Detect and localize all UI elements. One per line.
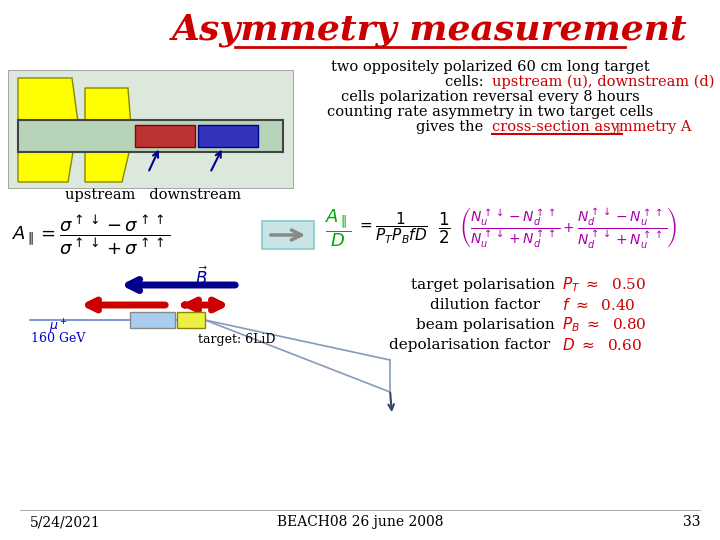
Text: upstream (u), downstream (d): upstream (u), downstream (d): [492, 75, 714, 89]
Text: $\dfrac{A_{\parallel}}{D}$: $\dfrac{A_{\parallel}}{D}$: [325, 207, 352, 249]
Text: Asymmetry measurement: Asymmetry measurement: [172, 13, 688, 47]
Bar: [135, 125, 195, 147]
Text: $A_{\parallel} = \dfrac{\sigma^{\uparrow\downarrow} - \sigma^{\uparrow\uparrow}}: $A_{\parallel} = \dfrac{\sigma^{\uparrow…: [12, 213, 171, 256]
Text: dilution factor: dilution factor: [431, 298, 560, 312]
Polygon shape: [85, 88, 132, 182]
Text: target polarisation: target polarisation: [411, 278, 560, 292]
Text: 160 GeV: 160 GeV: [31, 332, 85, 345]
Text: $= \dfrac{1}{P_T P_B f D}$: $= \dfrac{1}{P_T P_B f D}$: [357, 210, 428, 246]
Bar: [18, 120, 283, 152]
Text: beam polarisation: beam polarisation: [416, 318, 560, 332]
Text: target: 6LiD: target: 6LiD: [198, 334, 276, 347]
Text: two oppositely polarized 60 cm long target: two oppositely polarized 60 cm long targ…: [330, 60, 649, 74]
Text: $\mu^+$: $\mu^+$: [49, 318, 68, 336]
Text: 5/24/2021: 5/24/2021: [30, 515, 101, 529]
Text: $\vec{B}$: $\vec{B}$: [195, 267, 209, 289]
Text: counting rate asymmetry in two target cells: counting rate asymmetry in two target ce…: [327, 105, 653, 119]
Text: 33: 33: [683, 515, 700, 529]
FancyBboxPatch shape: [262, 221, 314, 249]
Polygon shape: [18, 78, 78, 182]
Bar: [198, 125, 258, 147]
Text: upstream   downstream: upstream downstream: [65, 188, 241, 202]
Text: gives the: gives the: [416, 120, 488, 134]
Text: $P_T$ $\approx$  0.50: $P_T$ $\approx$ 0.50: [562, 275, 647, 294]
Text: $f$ $\approx$  0.40: $f$ $\approx$ 0.40: [562, 297, 636, 313]
Text: cells polarization reversal every 8 hours: cells polarization reversal every 8 hour…: [341, 90, 639, 104]
Bar: [130, 312, 175, 328]
Text: depolarisation factor: depolarisation factor: [389, 338, 560, 352]
Text: cells:: cells:: [445, 75, 488, 89]
Text: BEACH08 26 june 2008: BEACH08 26 june 2008: [276, 515, 444, 529]
Bar: [177, 312, 205, 328]
Text: $\left(\dfrac{N_u^{\uparrow\downarrow} - N_d^{\uparrow\uparrow}}{N_u^{\uparrow\d: $\left(\dfrac{N_u^{\uparrow\downarrow} -…: [460, 206, 678, 251]
Text: $_\parallel$: $_\parallel$: [614, 123, 621, 136]
Text: cross-section asymmetry A: cross-section asymmetry A: [492, 120, 691, 134]
Text: $\dfrac{1}{2}$: $\dfrac{1}{2}$: [438, 211, 451, 246]
Text: $P_B$ $\approx$  0.80: $P_B$ $\approx$ 0.80: [562, 316, 647, 334]
FancyBboxPatch shape: [8, 70, 293, 188]
Text: $D$ $\approx$  0.60: $D$ $\approx$ 0.60: [562, 337, 642, 353]
